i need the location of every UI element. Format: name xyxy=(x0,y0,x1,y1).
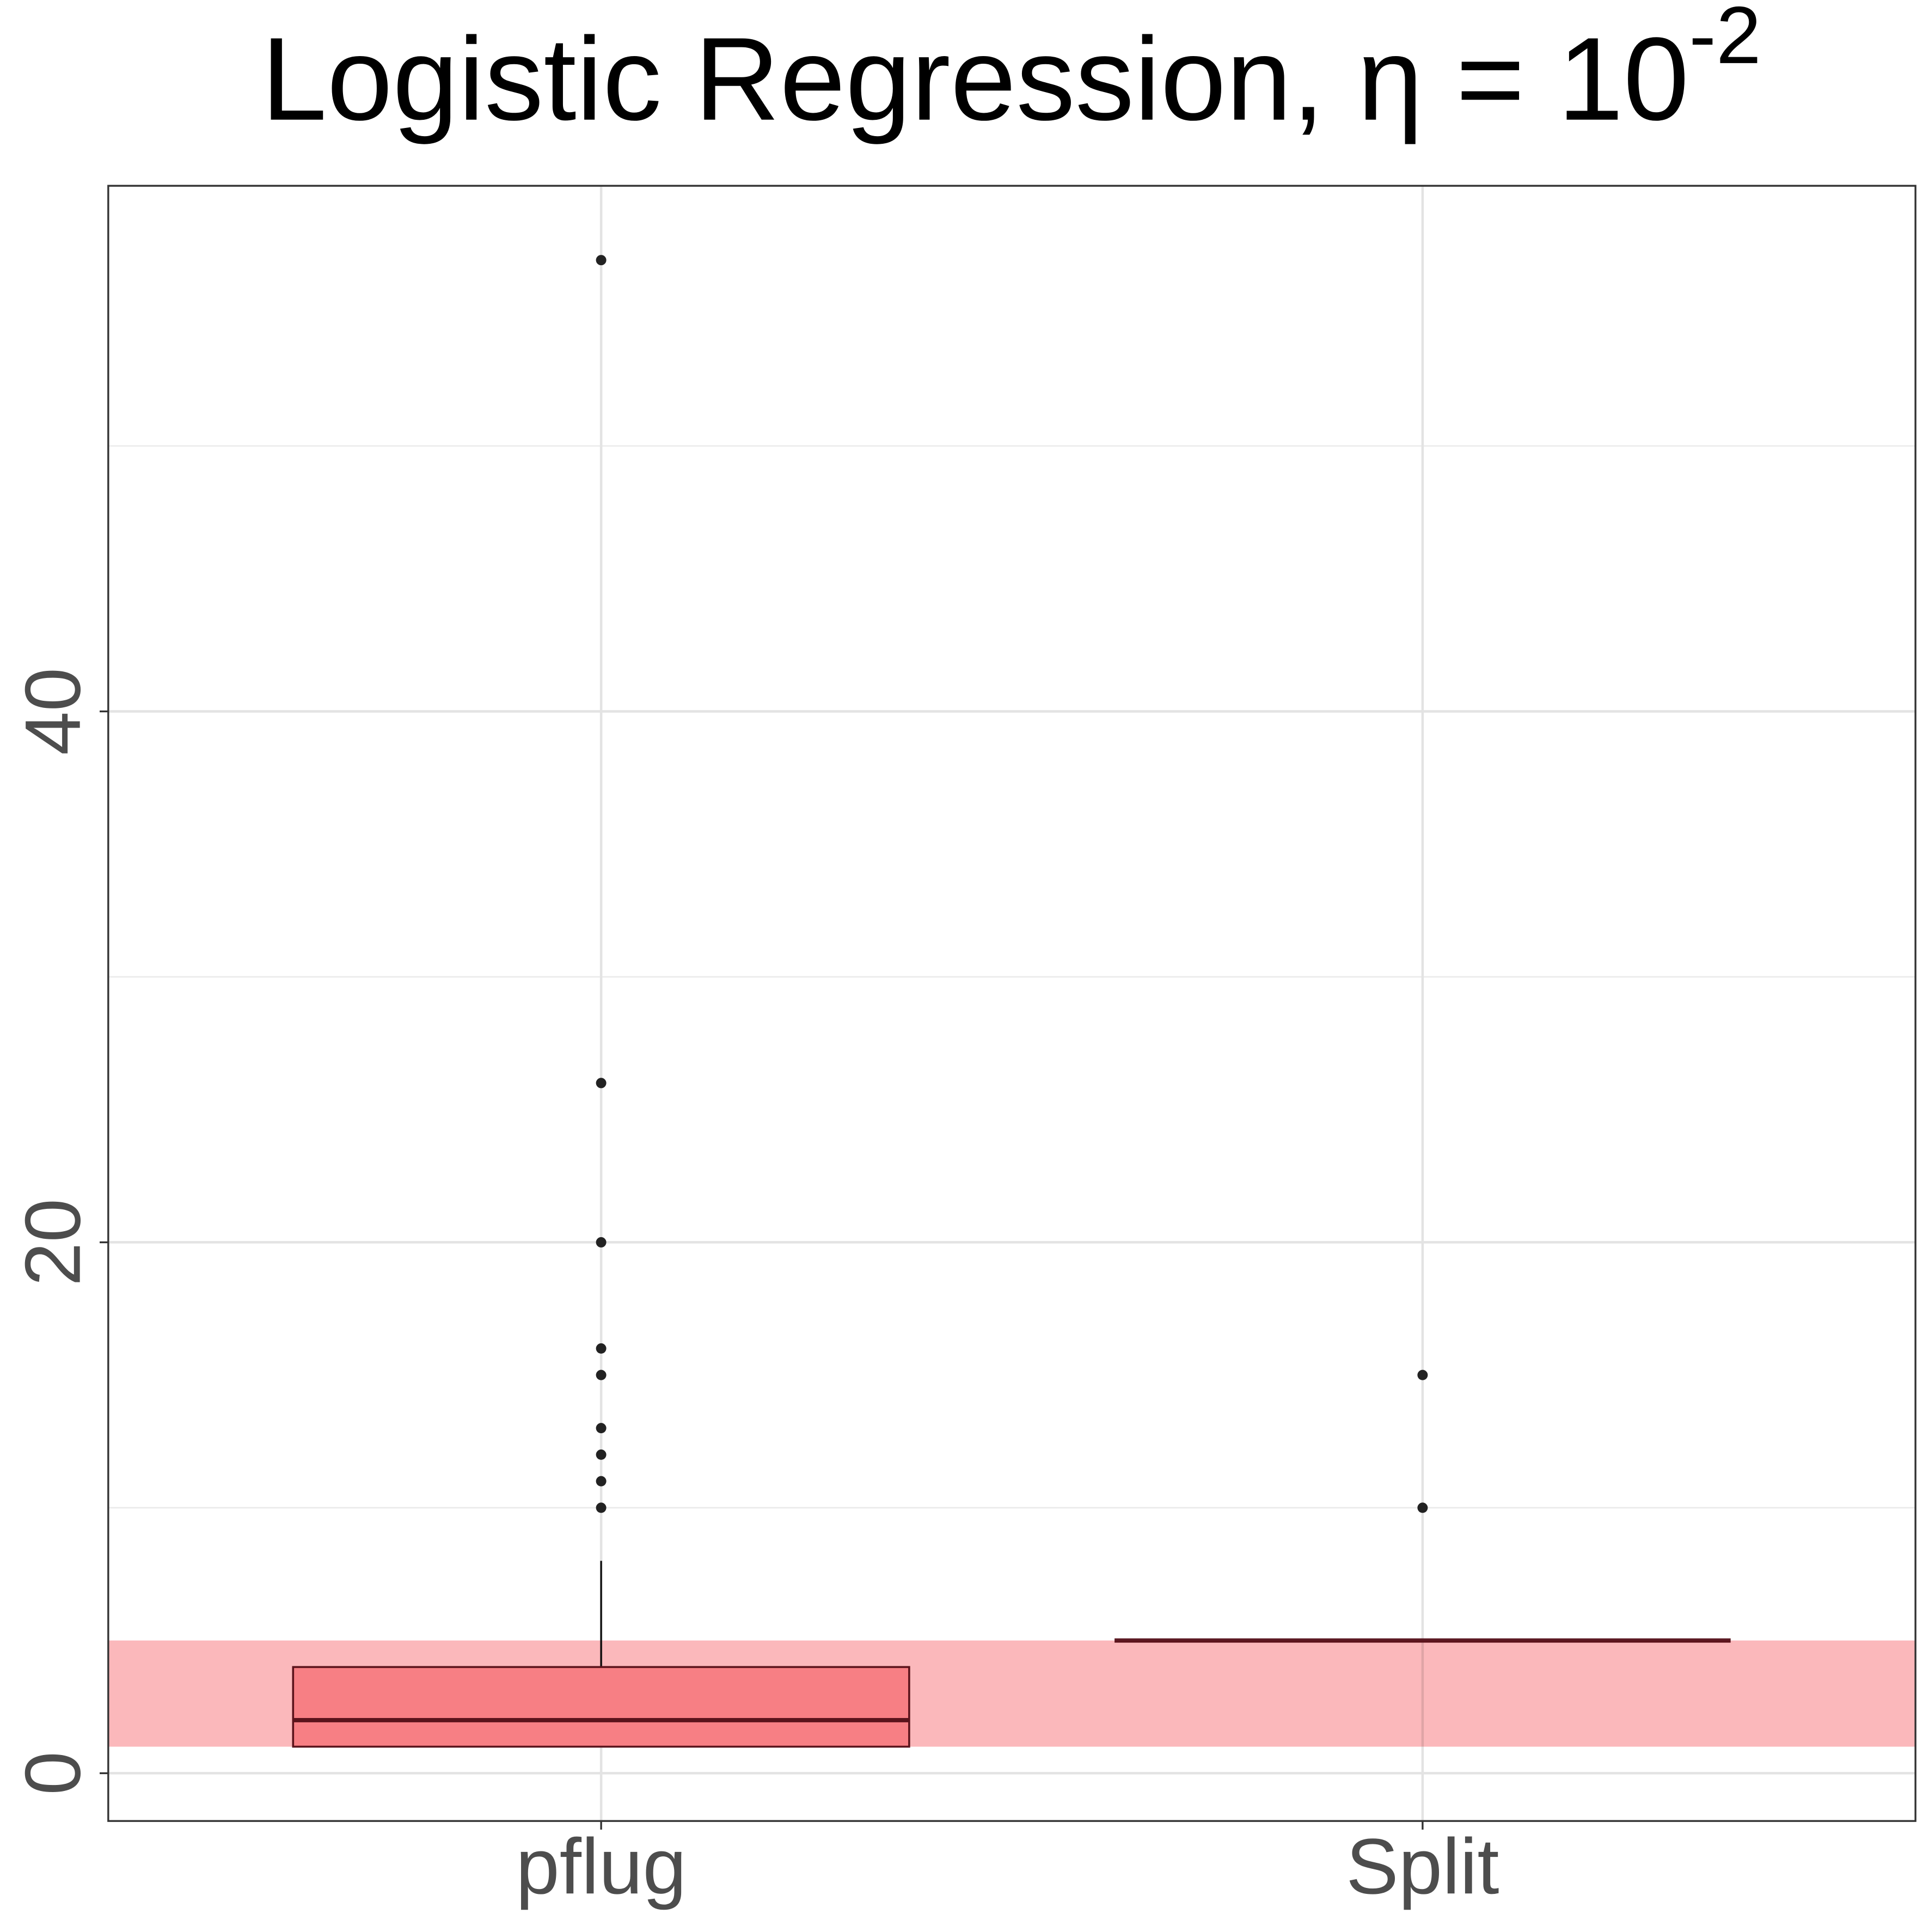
outlier xyxy=(596,1449,607,1460)
outlier xyxy=(1417,1502,1428,1513)
outlier xyxy=(1417,1369,1428,1380)
x-tick-label: Split xyxy=(1346,1822,1499,1910)
title-text: Logistic Regression, η = 10 xyxy=(261,13,1689,145)
outlier xyxy=(596,1369,607,1380)
y-tick-label: 0 xyxy=(9,1751,97,1795)
outlier xyxy=(596,255,607,266)
outlier xyxy=(596,1078,607,1089)
outlier xyxy=(596,1343,607,1354)
outlier xyxy=(596,1476,607,1487)
y-tick-label: 40 xyxy=(9,668,97,755)
chart-title: Logistic Regression, η = 10-2 xyxy=(261,0,1761,145)
panel-border xyxy=(107,185,1916,1822)
outlier xyxy=(596,1502,607,1513)
outlier xyxy=(596,1423,607,1434)
title-exponent: -2 xyxy=(1689,0,1761,81)
outlier xyxy=(596,1237,607,1248)
x-tick-label: pflug xyxy=(516,1822,687,1910)
y-tick-label: 20 xyxy=(9,1199,97,1286)
band xyxy=(108,1640,1916,1747)
